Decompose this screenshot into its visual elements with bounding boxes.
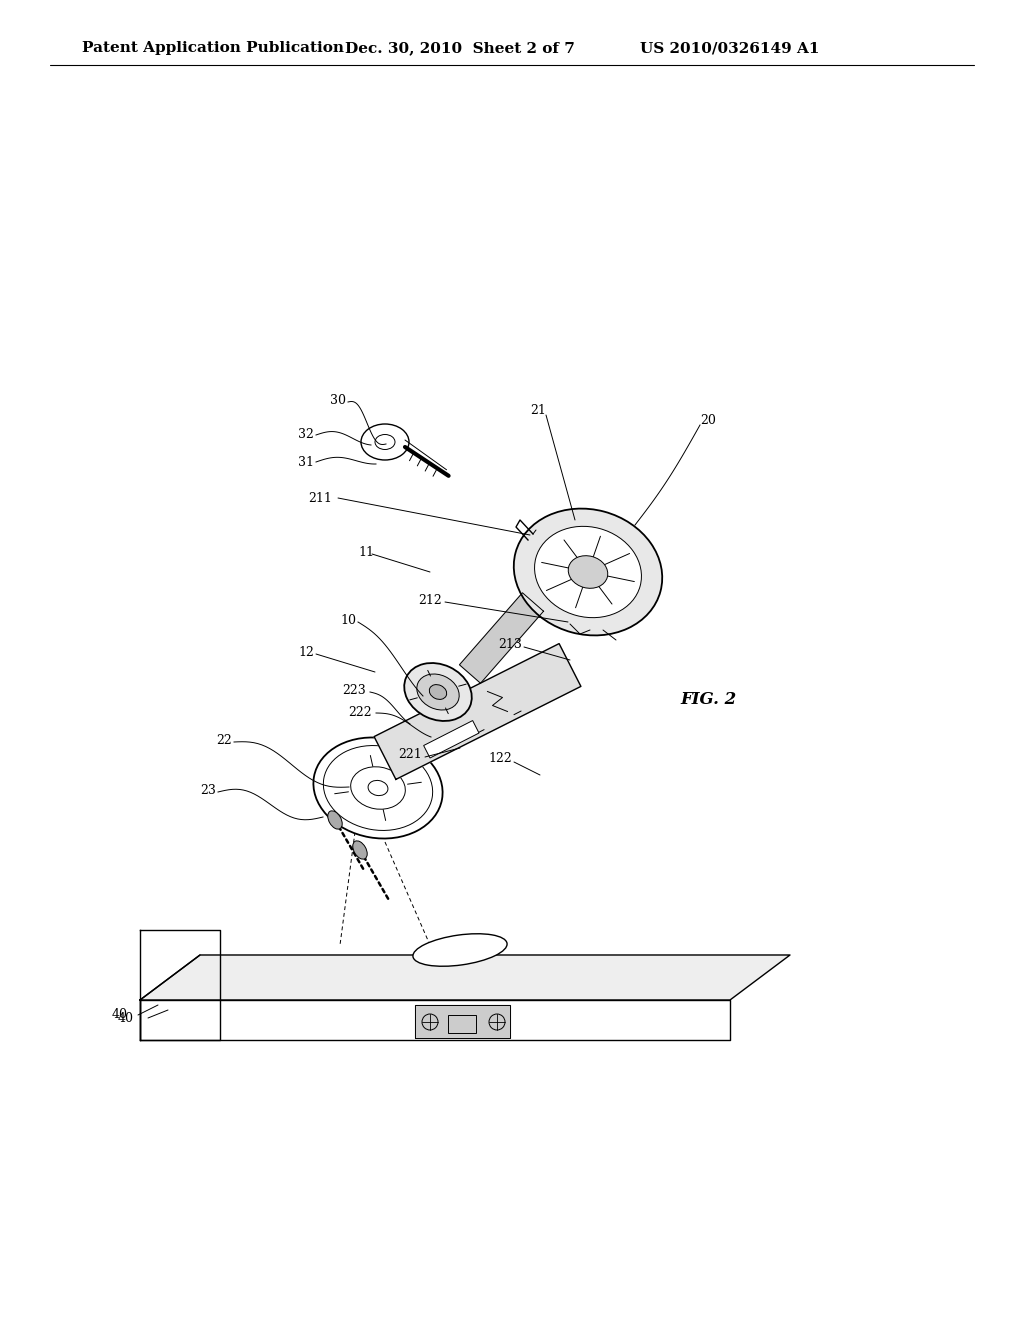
Text: Patent Application Publication: Patent Application Publication [82, 41, 344, 55]
Bar [424, 721, 479, 758]
Text: 22: 22 [216, 734, 231, 747]
Ellipse shape [417, 675, 459, 710]
Polygon shape [460, 593, 544, 684]
Text: 213: 213 [498, 639, 522, 652]
Ellipse shape [324, 746, 433, 830]
Ellipse shape [375, 434, 395, 450]
Text: Dec. 30, 2010  Sheet 2 of 7: Dec. 30, 2010 Sheet 2 of 7 [345, 41, 574, 55]
Ellipse shape [514, 508, 663, 635]
Text: 40: 40 [112, 1008, 128, 1022]
Text: 211: 211 [308, 491, 332, 504]
Ellipse shape [361, 424, 409, 459]
Ellipse shape [429, 685, 446, 700]
Text: 31: 31 [298, 455, 314, 469]
Ellipse shape [313, 738, 442, 838]
Text: 221: 221 [398, 748, 422, 762]
Bar [449, 1015, 476, 1034]
Polygon shape [140, 1001, 730, 1040]
Ellipse shape [353, 841, 368, 859]
Ellipse shape [350, 767, 406, 809]
Text: 212: 212 [418, 594, 441, 606]
Ellipse shape [568, 556, 608, 589]
Text: 30: 30 [330, 393, 346, 407]
Polygon shape [374, 644, 581, 779]
Ellipse shape [404, 663, 472, 721]
Text: 122: 122 [488, 751, 512, 764]
Text: 32: 32 [298, 429, 314, 441]
Text: 23: 23 [200, 784, 216, 796]
Polygon shape [140, 954, 790, 1001]
Text: 12: 12 [298, 645, 314, 659]
Text: 40: 40 [118, 1011, 134, 1024]
Ellipse shape [368, 780, 388, 796]
Ellipse shape [413, 933, 507, 966]
Polygon shape [140, 931, 220, 1040]
Text: FIG. 2: FIG. 2 [680, 692, 736, 709]
Text: 10: 10 [340, 614, 356, 627]
Ellipse shape [328, 810, 342, 829]
Text: 223: 223 [342, 684, 366, 697]
Text: 11: 11 [358, 545, 374, 558]
Text: 222: 222 [348, 706, 372, 719]
Ellipse shape [535, 527, 641, 618]
Text: 20: 20 [700, 413, 716, 426]
Polygon shape [415, 1005, 510, 1038]
Text: 21: 21 [530, 404, 546, 417]
Text: US 2010/0326149 A1: US 2010/0326149 A1 [640, 41, 819, 55]
